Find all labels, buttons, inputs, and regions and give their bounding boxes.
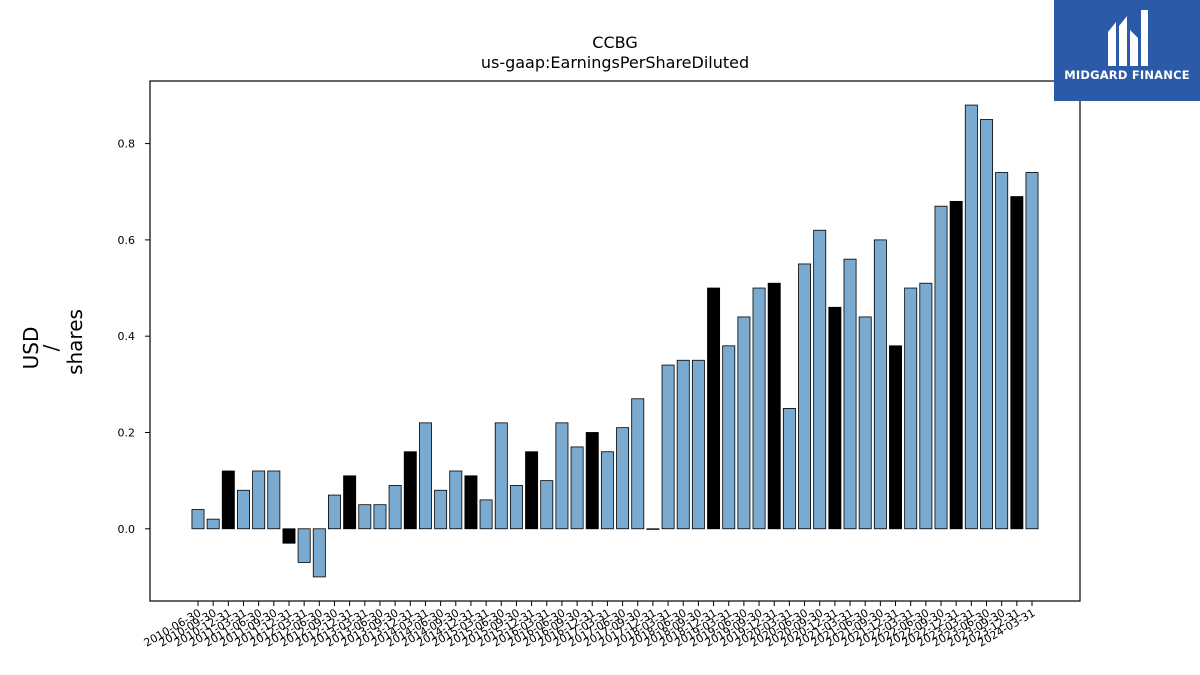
bar-2019-03-31 bbox=[722, 345, 736, 530]
bar-2013-03-31 bbox=[358, 504, 372, 530]
plot-frame bbox=[149, 80, 1081, 602]
midgard-m-logo-icon bbox=[1108, 10, 1148, 66]
bar-series bbox=[191, 104, 1039, 578]
y-axis-label: USD bbox=[19, 327, 43, 370]
y-tick-label: 0.6 bbox=[118, 234, 136, 247]
chart-title: CCBG bbox=[592, 33, 637, 52]
bar-2010-09-30 bbox=[206, 518, 220, 530]
bar-2022-03-31 bbox=[904, 287, 918, 530]
brand-name: MIDGARD FINANCE bbox=[1064, 68, 1190, 82]
bar-2018-12-31 bbox=[707, 287, 721, 530]
bar-2023-03-31 bbox=[964, 104, 978, 530]
bar-2012-06-30 bbox=[312, 528, 326, 578]
bar-2017-09-30 bbox=[631, 398, 645, 530]
bar-2017-06-30 bbox=[616, 427, 630, 530]
bar-2022-06-30 bbox=[919, 282, 933, 530]
bar-2017-12-31 bbox=[646, 528, 660, 530]
bar-2018-09-30 bbox=[691, 359, 705, 530]
bar-2013-06-30 bbox=[373, 504, 387, 530]
bar-2019-06-30 bbox=[737, 316, 751, 530]
y-tick-label: 0.8 bbox=[118, 138, 136, 151]
bar-2024-03-31 bbox=[1025, 172, 1039, 530]
bar-2010-12-31 bbox=[221, 470, 235, 530]
bar-2020-03-31 bbox=[782, 408, 796, 530]
bar-2023-06-30 bbox=[980, 119, 993, 530]
bar-2015-06-30 bbox=[494, 422, 508, 530]
y-axis-label-slash: / bbox=[39, 344, 63, 351]
bar-2023-09-30 bbox=[995, 172, 1009, 530]
bar-2019-09-30 bbox=[752, 287, 766, 530]
bar-2014-03-31 bbox=[418, 422, 432, 530]
bar-2013-09-30 bbox=[388, 485, 402, 530]
bar-2015-09-30 bbox=[509, 485, 523, 530]
bar-2012-12-31 bbox=[343, 475, 357, 530]
y-tick-label: 0.4 bbox=[118, 330, 136, 343]
bar-2016-06-30 bbox=[555, 422, 569, 530]
y-axis-label-line-2: / bbox=[39, 344, 63, 351]
bar-2021-03-31 bbox=[843, 258, 857, 530]
bar-2014-09-30 bbox=[449, 470, 463, 530]
bar-2015-03-31 bbox=[479, 499, 493, 530]
bar-2011-12-31 bbox=[282, 528, 296, 544]
y-tick-label: 0.2 bbox=[118, 426, 136, 439]
y-axis-label-line-3: shares bbox=[63, 309, 87, 375]
bar-2018-06-30 bbox=[676, 359, 690, 530]
chart-subtitle: us-gaap:EarningsPerShareDiluted bbox=[481, 53, 749, 72]
bar-2021-09-30 bbox=[873, 239, 887, 530]
bar-2016-09-30 bbox=[570, 446, 584, 530]
bar-2022-09-30 bbox=[934, 205, 948, 530]
bar-2021-12-31 bbox=[889, 345, 902, 530]
bar-2013-12-31 bbox=[403, 451, 417, 530]
bar-2014-12-31 bbox=[464, 475, 478, 530]
bar-2014-06-30 bbox=[434, 489, 448, 530]
bar-2016-03-31 bbox=[540, 480, 554, 530]
bar-2017-03-31 bbox=[600, 451, 614, 530]
bar-2019-12-31 bbox=[767, 282, 781, 530]
bar-2011-03-31 bbox=[237, 489, 250, 530]
bar-2021-06-30 bbox=[858, 316, 872, 530]
x-axis-ticks: 2010-06-302010-09-302010-12-312011-03-31… bbox=[142, 601, 1038, 650]
bar-2010-06-30 bbox=[191, 509, 205, 530]
bar-2012-03-31 bbox=[297, 528, 311, 563]
brand-logo: MIDGARD FINANCE bbox=[1054, 0, 1200, 101]
bar-2011-06-30 bbox=[252, 470, 266, 530]
y-axis-label-unit: shares bbox=[63, 309, 87, 375]
y-tick-label: 0.0 bbox=[118, 523, 136, 536]
bar-2020-06-30 bbox=[798, 263, 812, 530]
y-axis-label-line-1: USD bbox=[19, 327, 43, 370]
y-axis-ticks: 0.0 0.2 0.4 0.6 0.8 bbox=[118, 138, 150, 536]
bar-2018-03-31 bbox=[661, 364, 675, 530]
bar-2022-12-31 bbox=[949, 200, 963, 530]
bar-2012-09-30 bbox=[328, 494, 341, 530]
bar-2015-12-31 bbox=[525, 451, 539, 530]
bar-2011-09-30 bbox=[267, 470, 281, 530]
bar-2023-12-31 bbox=[1010, 196, 1024, 530]
bar-2020-09-30 bbox=[813, 229, 827, 530]
bar-2016-12-31 bbox=[585, 432, 599, 530]
bar-2020-12-31 bbox=[828, 306, 842, 530]
